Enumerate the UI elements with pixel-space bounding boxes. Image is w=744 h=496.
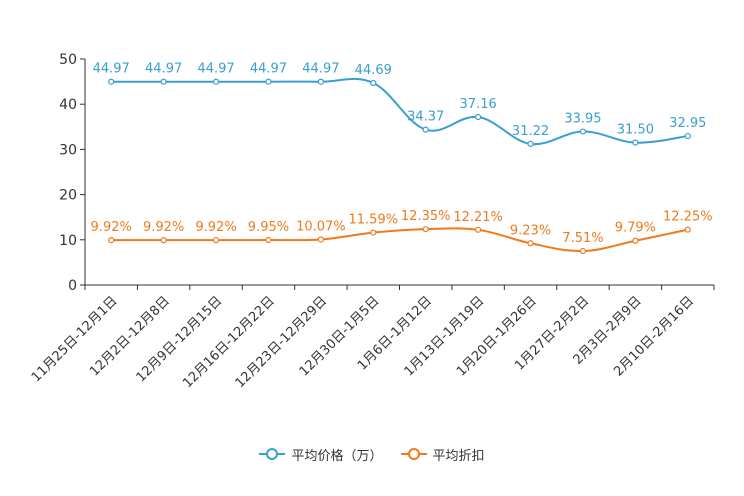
data-point [265, 78, 272, 85]
chart-legend: 平均价格（万） 平均折扣 [0, 441, 744, 467]
chart-series: 44.97 44.97 44.97 44.97 44.97 44.69 34.37 37.16… [91, 62, 713, 255]
data-label: 33.95 [564, 112, 601, 127]
x-tick-label: 12月23日-12月29日 [233, 294, 330, 391]
data-label: 9.92% [91, 220, 132, 235]
data-label: 37.16 [460, 97, 497, 112]
series-line-1 [111, 227, 688, 253]
data-point [527, 240, 534, 247]
legend-item-price[interactable]: 平均价格（万） [259, 445, 383, 464]
y-tick-label: 10 [59, 233, 77, 249]
legend-item-discount[interactable]: 平均折扣 [400, 445, 485, 464]
data-label: 7.51% [562, 231, 603, 246]
data-point [108, 78, 115, 85]
data-label: 32.95 [669, 116, 706, 131]
data-point [160, 237, 167, 244]
data-point [527, 140, 534, 147]
x-tick-label: 11月25日-12月1日 [29, 294, 121, 386]
data-point [579, 128, 587, 135]
data-label: 31.22 [512, 124, 549, 139]
data-label: 9.92% [143, 220, 184, 235]
data-point [632, 237, 639, 244]
data-label: 12.25% [663, 210, 713, 225]
legend-label-price: 平均价格（万） [291, 448, 383, 464]
data-label: 44.97 [250, 62, 287, 77]
data-point [212, 78, 220, 85]
data-point [108, 237, 115, 244]
data-point [632, 139, 639, 146]
data-point [422, 126, 429, 133]
y-tick-label: 50 [59, 52, 77, 68]
data-label: 44.97 [197, 62, 234, 77]
data-point [422, 226, 429, 233]
data-point [317, 78, 324, 85]
data-label: 34.37 [407, 110, 444, 125]
data-point [684, 226, 691, 233]
y-tick-label: 20 [59, 188, 77, 204]
data-point [212, 237, 220, 244]
data-label: 9.23% [510, 223, 551, 238]
y-tick-label: 0 [68, 278, 77, 294]
x-tick-label: 12月16日-12月22日 [180, 294, 277, 391]
data-label: 44.97 [145, 62, 182, 77]
data-label: 44.69 [355, 63, 392, 78]
y-tick-label: 40 [59, 97, 77, 113]
data-label: 9.79% [615, 221, 656, 236]
data-label: 12.21% [453, 210, 503, 225]
data-label: 9.95% [248, 220, 289, 235]
data-point [160, 78, 167, 85]
data-point [265, 236, 272, 244]
legend-line-circle-icon [400, 448, 427, 460]
legend-line-circle-icon [259, 448, 286, 460]
data-label: 44.97 [302, 62, 339, 77]
data-label: 11.59% [349, 213, 399, 228]
data-point [475, 113, 482, 121]
legend-label-discount: 平均折扣 [432, 448, 485, 464]
data-label: 44.97 [93, 62, 130, 77]
y-tick-label: 30 [59, 142, 77, 158]
data-point [370, 79, 377, 87]
data-label: 10.07% [296, 219, 346, 234]
data-label: 12.35% [401, 209, 451, 224]
data-point [475, 226, 482, 233]
data-point [579, 247, 587, 255]
data-label: 9.92% [195, 220, 236, 235]
data-point [684, 132, 691, 140]
data-label: 31.50 [617, 123, 654, 138]
data-point [370, 229, 377, 236]
data-point [317, 236, 324, 243]
